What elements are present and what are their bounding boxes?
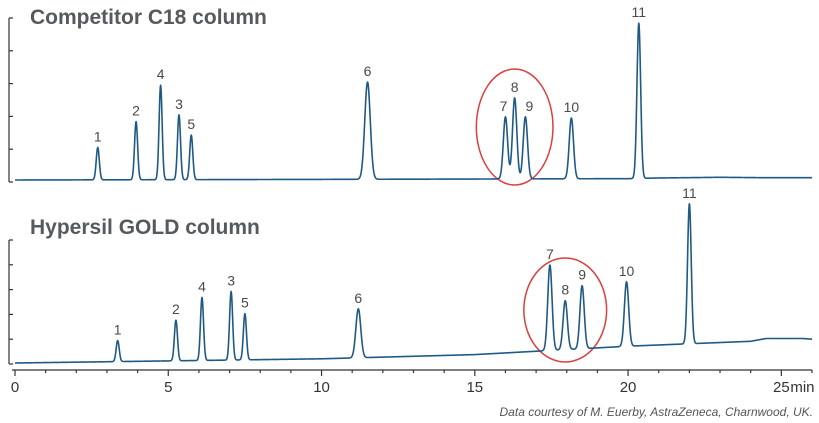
peak-label-4: 4 (198, 278, 206, 294)
chromatogram-trace (14, 202, 813, 364)
panel-competitor-c18: Competitor C18 column 1 2 34 5 6 789 10 11 (8, 4, 813, 186)
x-tick-label: 15 (466, 379, 483, 396)
peak-label-10: 10 (564, 99, 580, 115)
highlight-circle (523, 257, 608, 363)
x-tick-label: 0 (11, 379, 19, 396)
peak-label-8: 8 (511, 79, 519, 95)
peak-label-11: 11 (682, 185, 697, 201)
panel-hypersil-gold: Hypersil GOLD column 1 2 3 4 5 6 7 89 10 11 (8, 185, 813, 365)
x-axis: 0 5 10 15 20 25 min (11, 369, 815, 396)
peak-label-10: 10 (619, 263, 635, 279)
panel-title: Competitor C18 column (30, 6, 267, 29)
peak-label-1: 1 (114, 322, 122, 338)
peak-label-9: 9 (525, 98, 533, 114)
x-tick-label: 20 (620, 379, 637, 396)
peak-label-9: 9 (578, 267, 586, 283)
peak-label-1: 1 (94, 128, 102, 144)
peak-label-7: 7 (546, 246, 554, 262)
peak-label-5: 5 (241, 295, 249, 311)
peak-label-5: 5 (187, 116, 195, 132)
peak-label-11: 11 (632, 4, 647, 20)
data-credit: Data courtesy of M. Euerby, AstraZeneca,… (500, 405, 813, 419)
panel-title: Hypersil GOLD column (30, 216, 260, 239)
x-tick-label: 5 (164, 379, 172, 396)
peak-label-2: 2 (132, 103, 140, 119)
peak-label-6: 6 (354, 290, 362, 306)
peak-label-3: 3 (175, 96, 183, 112)
peak-label-8: 8 (561, 282, 569, 298)
peak-label-2: 2 (172, 301, 180, 317)
x-unit-label: min (790, 379, 814, 396)
x-tick-label: 10 (313, 379, 330, 396)
peak-label-7: 7 (500, 98, 508, 114)
peak-label-6: 6 (364, 63, 372, 79)
chromatogram-trace (14, 22, 813, 181)
peak-label-4: 4 (157, 66, 165, 82)
x-tick-label: 25 (773, 379, 790, 396)
peak-label-3: 3 (227, 272, 235, 288)
highlight-circle (475, 68, 554, 186)
